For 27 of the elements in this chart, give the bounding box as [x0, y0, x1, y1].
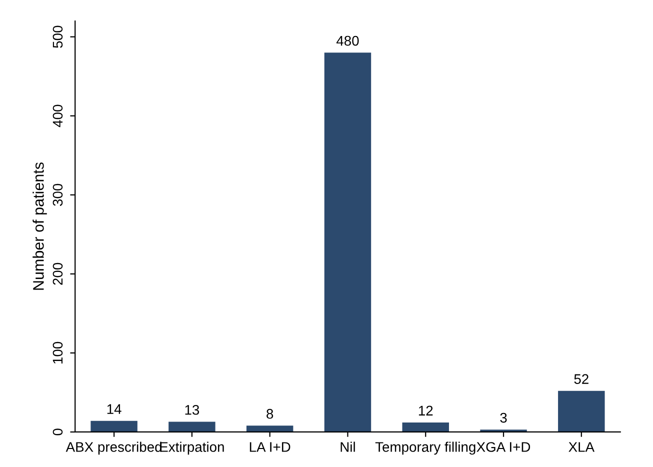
y-tick-label: 400: [52, 104, 63, 128]
data-label: 12: [418, 406, 433, 416]
bar: [168, 422, 216, 432]
bar: [90, 420, 138, 432]
y-tick-label: 200: [52, 262, 63, 285]
y-tick-label: 0: [52, 428, 63, 436]
data-label: 480: [336, 36, 359, 46]
y-tick-label: 100: [52, 342, 63, 364]
data-label: 52: [574, 374, 588, 384]
x-tick-label: Nil: [340, 442, 355, 452]
x-tick-label: ABX prescribed: [66, 442, 162, 455]
x-tick-label: XGA I+D: [476, 442, 530, 452]
bar: [246, 426, 294, 432]
data-label: 3: [500, 412, 507, 423]
y-tick-label: 300: [52, 184, 63, 206]
bar: [324, 52, 372, 432]
x-tick-label: Extirpation: [160, 442, 224, 455]
bar: [558, 390, 605, 432]
y-axis-title: Number of patients: [32, 162, 47, 290]
data-label: 13: [185, 404, 200, 415]
x-tick-label: LA I+D: [250, 442, 290, 452]
bar: [402, 422, 449, 432]
x-tick-label: XLA: [568, 442, 594, 452]
y-tick-label: 500: [52, 26, 63, 48]
data-label: 8: [266, 408, 274, 419]
data-label: 14: [107, 404, 122, 414]
x-tick-label: Temporary filling: [375, 442, 476, 455]
